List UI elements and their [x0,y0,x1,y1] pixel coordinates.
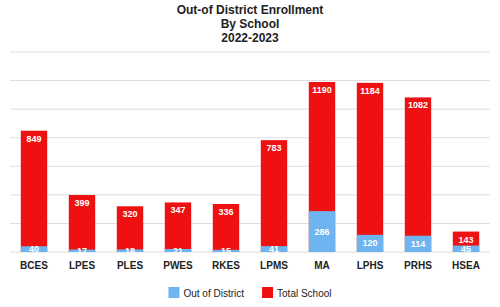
legend-swatch [168,287,179,298]
bar [309,211,335,252]
data-label: 849 [26,134,41,144]
data-label: 286 [314,227,329,237]
x-tick-label: PWES [163,260,193,271]
x-tick-label: MA [314,260,330,271]
bar [309,82,335,252]
legend-swatch [262,287,273,298]
x-axis: BCES LPES PLES PWES RKES LPMS MA LPHS PRHS HSEA [20,260,480,271]
data-label: 320 [122,209,137,219]
data-label: 41 [269,244,279,254]
legend-item: Out of District [168,287,244,299]
data-label: 783 [266,143,281,153]
data-label: 1190 [312,85,332,95]
bar [69,195,95,252]
data-label: 21 [173,246,183,256]
grid-line [10,52,490,53]
x-tick-label: LPMS [260,260,288,271]
data-label: 1184 [360,86,380,96]
data-label: 336 [218,207,233,217]
data-label: 143 [458,235,473,245]
bar [357,83,383,252]
title-line: By School [221,17,280,31]
data-label: 40 [29,244,39,254]
x-tick-label: LPHS [357,260,384,271]
data-label: 347 [170,205,185,215]
title: Out-of District EnrollmentBy School2022-… [177,3,324,45]
grid [10,52,490,252]
bar [357,235,383,252]
data-label: 399 [74,198,89,208]
bar [261,140,287,252]
grid-line [10,80,490,81]
title-line: Out-of District Enrollment [177,3,324,17]
bar [405,236,431,252]
bar [405,97,431,252]
title-line: 2022-2023 [221,31,279,45]
data-label: 45 [461,244,471,254]
data-label: 120 [362,238,377,248]
data-label: 1082 [408,100,428,110]
x-tick-label: BCES [20,260,48,271]
x-tick-label: RKES [212,260,240,271]
data-label: 15 [221,246,231,256]
chart: Out-of District EnrollmentBy School2022-… [0,0,500,307]
data-label: 18 [125,246,135,256]
data-label: 114 [411,239,426,249]
x-tick-label: PRHS [404,260,432,271]
bar [213,204,239,252]
x-tick-label: LPES [69,260,95,271]
legend: Out of District Total School [168,287,331,299]
legend-item: Total School [262,287,331,299]
data-labels: 40 17 18 21 15 41 286 120 114 45 849 399 320 347 336 78… [26,85,473,256]
data-label: 17 [77,246,87,256]
x-tick-label: PLES [117,260,143,271]
legend-label: Out of District [183,288,244,299]
x-tick-label: HSEA [452,260,480,271]
bar [21,131,47,252]
legend-label: Total School [277,288,331,299]
